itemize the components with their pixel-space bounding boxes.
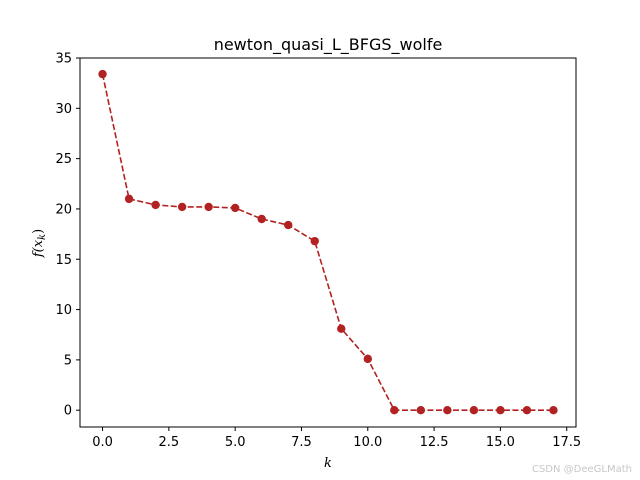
watermark: CSDN @DeeGLMath	[532, 464, 632, 475]
y-tick-label: 35	[55, 52, 72, 67]
data-point	[257, 214, 266, 224]
data-point	[337, 324, 346, 333]
data-point	[310, 236, 319, 246]
data-point	[230, 203, 240, 213]
data-point	[284, 220, 293, 230]
y-tick-label: 30	[55, 102, 72, 117]
y-tick-label: 5	[64, 353, 72, 368]
data-point	[522, 406, 532, 415]
data-point	[98, 69, 107, 79]
data-point	[204, 202, 213, 212]
y-axis-label-end: )	[31, 229, 46, 234]
data-point	[416, 406, 426, 415]
x-tick-label: 10.0	[353, 435, 382, 450]
plot-area: 0.0 2.5 5.0 7.5 10.0 12.5 15.0 17.5 0 5 10 15 20 25 30…	[55, 52, 581, 451]
y-tick-label: 10	[55, 303, 72, 318]
data-point	[124, 194, 134, 204]
y-tick-label: 25	[55, 152, 72, 167]
data-point	[443, 406, 452, 415]
y-tick-label: 15	[55, 253, 72, 268]
data-point	[469, 406, 479, 415]
data-point	[151, 200, 160, 210]
data-point	[390, 406, 399, 415]
y-tick-label: 0	[64, 404, 72, 419]
y-axis-label-subscript: k	[37, 234, 48, 240]
x-tick-label: 17.5	[552, 435, 581, 450]
y-tick-label: 20	[55, 202, 72, 217]
x-axis-label: k	[324, 456, 332, 471]
data-point	[363, 354, 372, 364]
data-point	[496, 406, 505, 415]
chart-title: newton_quasi_L_BFGS_wolfe	[214, 35, 443, 55]
x-tick-label: 0.0	[92, 435, 113, 450]
y-axis-label-base: f(x	[31, 239, 46, 258]
axes-frame	[79, 57, 577, 428]
x-tick-label: 7.5	[291, 435, 312, 450]
x-tick-label: 5.0	[225, 435, 246, 450]
x-tick-label: 15.0	[486, 435, 515, 450]
x-tick-label: 12.5	[420, 435, 449, 450]
data-point	[549, 406, 558, 415]
data-point	[177, 202, 187, 212]
y-axis-label: f(xk)	[31, 229, 48, 258]
x-tick-label: 2.5	[159, 435, 180, 450]
series-line-0	[101, 73, 554, 412]
